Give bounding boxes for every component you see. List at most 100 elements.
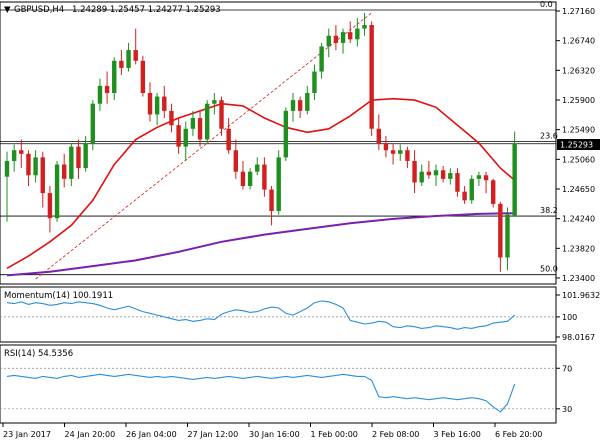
time-axis-label: 2 Feb 08:00 xyxy=(372,430,419,439)
candle-body xyxy=(348,32,353,40)
candle-body xyxy=(240,171,246,186)
momentum-title: Momentum(14) 100.1911 xyxy=(4,291,113,301)
candle-body xyxy=(333,35,339,43)
momentum-axis-label: 98.0167 xyxy=(562,333,595,342)
momentum-panel-frame xyxy=(0,286,557,343)
price-axis-label: 1.26740 xyxy=(562,37,595,46)
candle-body xyxy=(419,171,424,183)
candle-body xyxy=(226,128,231,151)
candle-body xyxy=(11,150,17,161)
candle-body xyxy=(40,157,45,194)
candle-body xyxy=(462,191,467,201)
candle-body xyxy=(276,157,281,212)
candle-body xyxy=(26,153,31,176)
time-axis-label: 1 Feb 00:00 xyxy=(311,430,358,439)
candle-body xyxy=(491,180,496,204)
time-axis-label: 30 Jan 16:00 xyxy=(249,430,300,439)
rsi-title: RSI(14) 54.5356 xyxy=(4,349,73,359)
candle-body xyxy=(154,96,160,115)
fib-level-label: 38.2 xyxy=(540,206,558,215)
candle-body xyxy=(197,118,203,140)
candle-body xyxy=(476,175,482,179)
candle-body xyxy=(505,214,510,258)
momentum-layer xyxy=(0,300,556,330)
candle-body xyxy=(76,146,81,169)
candle-body xyxy=(212,100,217,104)
candle-body xyxy=(448,173,453,179)
price-axis-label: 1.25900 xyxy=(562,96,595,105)
collapse-arrow-icon[interactable]: ▼ xyxy=(4,5,11,15)
candle-body xyxy=(262,164,267,190)
price-axis-label: 1.23820 xyxy=(562,244,595,253)
candle-body xyxy=(469,178,474,201)
candle-body xyxy=(440,170,446,179)
rsi-layer xyxy=(0,367,556,413)
candle-body xyxy=(383,143,389,151)
time-axis-label: 26 Jan 04:00 xyxy=(126,430,177,439)
price-axis-label: 1.23400 xyxy=(562,274,595,283)
momentum-line xyxy=(6,300,516,330)
candle-body xyxy=(483,175,489,181)
current-price-value: 1.25293 xyxy=(560,141,593,150)
candle-body xyxy=(247,171,253,186)
fib-ray-line xyxy=(35,12,372,280)
time-axis-label: 27 Jan 12:00 xyxy=(188,430,239,439)
momentum-axis-label: 101.9632 xyxy=(562,291,600,300)
candle-body xyxy=(97,85,103,104)
current-price-tag xyxy=(557,139,600,150)
sma20-line xyxy=(6,97,516,269)
candle-body xyxy=(183,128,188,147)
time-axis-label: 24 Jan 20:00 xyxy=(65,430,116,439)
candle-body xyxy=(512,143,517,216)
candle-body xyxy=(233,150,238,172)
candle-body xyxy=(176,125,181,147)
fib-level-label: 0.0 xyxy=(540,0,553,9)
candle-body xyxy=(169,110,174,126)
candle-body xyxy=(162,96,167,111)
fib-level-label: 23.6 xyxy=(540,132,558,141)
candle-body xyxy=(90,103,95,144)
price-axis-label: 1.25490 xyxy=(562,126,595,135)
candle-body xyxy=(104,85,110,93)
candle-body xyxy=(140,60,146,93)
candle-body xyxy=(369,25,374,129)
candle-body xyxy=(112,60,117,93)
candle-body xyxy=(119,60,124,68)
candle-body xyxy=(290,100,296,111)
price-panel-frame xyxy=(0,1,557,285)
ohlc-readout: 1.24289 1.25457 1.24277 1.25293 xyxy=(72,5,221,15)
rsi-axis-label: 70 xyxy=(562,364,572,373)
candle-body xyxy=(398,150,403,154)
candle-body xyxy=(255,164,260,172)
candle-body xyxy=(362,25,367,29)
candle-body xyxy=(147,92,153,115)
candle-body xyxy=(326,35,331,47)
time-axis-label: 6 Feb 20:00 xyxy=(495,430,542,439)
rsi-line xyxy=(6,373,516,413)
symbol-label: GBPUSD,H4 xyxy=(14,5,64,15)
candle-body xyxy=(433,170,439,176)
candle-body xyxy=(62,164,67,179)
candle-body xyxy=(283,110,289,158)
candle-body xyxy=(69,146,74,179)
candle-body xyxy=(19,150,24,154)
candle-body xyxy=(205,103,210,140)
candle-body xyxy=(133,50,138,61)
candle-body xyxy=(269,189,274,212)
candle-body xyxy=(219,100,224,129)
candle-body xyxy=(126,50,131,68)
candle-body xyxy=(33,157,38,176)
price-axis-label: 1.26320 xyxy=(562,66,595,75)
candle-body xyxy=(4,160,10,177)
price-layer: 0.0 23.6 38.2 50.0 xyxy=(0,0,558,280)
candle-body xyxy=(376,128,381,144)
candle-body xyxy=(405,150,410,161)
fib-level-label: 50.0 xyxy=(540,265,558,274)
candle-body xyxy=(426,171,432,176)
candle-body xyxy=(305,92,310,111)
time-axis-label: 3 Feb 16:00 xyxy=(434,430,481,439)
candle-body xyxy=(319,46,324,72)
rsi-axis-label: 30 xyxy=(562,405,572,414)
time-axis-label: 23 Jan 2017 xyxy=(3,430,51,439)
